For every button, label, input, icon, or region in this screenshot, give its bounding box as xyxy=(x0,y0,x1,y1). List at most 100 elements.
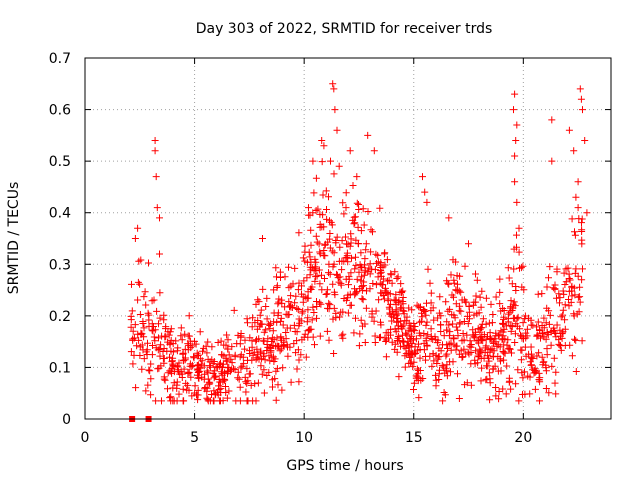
data-point xyxy=(234,374,242,382)
data-point xyxy=(568,283,576,291)
data-point xyxy=(415,340,422,348)
data-point xyxy=(444,345,451,352)
data-point xyxy=(555,290,563,298)
data-point xyxy=(388,279,396,287)
data-point xyxy=(534,290,542,298)
y-tick-label: 0.6 xyxy=(49,103,71,119)
data-point xyxy=(480,354,488,362)
data-point xyxy=(350,329,358,337)
data-point xyxy=(477,347,485,355)
data-point xyxy=(431,333,439,341)
data-point xyxy=(432,371,439,379)
data-point xyxy=(447,339,455,347)
data-point xyxy=(198,360,206,368)
data-point xyxy=(181,330,189,338)
data-point xyxy=(204,397,212,405)
data-point xyxy=(426,279,434,287)
data-point xyxy=(286,302,294,310)
data-point xyxy=(322,291,330,298)
data-point xyxy=(179,350,187,358)
data-point xyxy=(345,273,353,281)
data-point xyxy=(276,268,284,276)
data-point xyxy=(497,327,505,335)
data-point xyxy=(576,293,584,301)
data-point xyxy=(232,397,240,405)
data-point xyxy=(457,347,465,355)
data-point xyxy=(423,342,431,350)
data-point xyxy=(345,281,352,289)
data-point xyxy=(447,271,455,279)
data-point xyxy=(209,360,217,368)
data-point xyxy=(278,386,286,394)
y-tick-labels: 0 0.1 0.2 0.3 0.4 0.5 0.6 0.7 xyxy=(49,51,71,428)
data-point xyxy=(560,269,568,277)
data-point xyxy=(257,306,265,314)
data-point xyxy=(463,379,471,387)
data-point xyxy=(576,298,584,306)
data-point xyxy=(571,291,579,299)
data-point xyxy=(327,157,334,165)
data-point xyxy=(367,226,375,234)
x-tick-labels: 0 5 10 15 20 xyxy=(81,430,533,446)
data-point xyxy=(193,391,201,399)
data-point xyxy=(430,316,438,324)
data-point xyxy=(138,341,146,349)
data-point xyxy=(255,335,263,343)
y-tick-label: 0.4 xyxy=(49,206,71,222)
data-point xyxy=(510,298,518,306)
data-point xyxy=(314,205,322,213)
data-point xyxy=(265,320,273,328)
data-point xyxy=(246,350,254,357)
data-point xyxy=(489,353,497,361)
data-point xyxy=(185,312,193,320)
data-point xyxy=(253,325,261,333)
data-point xyxy=(134,224,142,232)
data-point xyxy=(224,345,232,353)
data-point xyxy=(316,250,324,258)
data-point xyxy=(153,204,161,212)
data-point xyxy=(507,297,515,305)
data-point xyxy=(307,325,315,333)
data-point xyxy=(366,285,374,293)
data-point xyxy=(134,278,142,286)
data-point xyxy=(295,279,303,287)
data-point xyxy=(583,209,591,217)
data-point xyxy=(180,365,188,373)
data-point xyxy=(281,303,289,311)
data-point xyxy=(413,365,421,373)
data-point xyxy=(236,340,244,348)
data-point xyxy=(148,326,156,334)
data-point xyxy=(223,394,231,402)
data-point xyxy=(362,304,370,312)
data-point xyxy=(204,369,212,377)
data-point xyxy=(374,251,382,259)
data-point xyxy=(335,162,343,170)
data-point xyxy=(376,279,384,287)
data-point xyxy=(316,280,324,288)
data-point xyxy=(349,182,357,189)
data-point xyxy=(131,235,139,242)
data-point xyxy=(493,342,501,350)
data-point xyxy=(499,385,507,393)
data-point xyxy=(429,304,437,312)
data-point xyxy=(574,272,582,280)
data-point xyxy=(173,381,181,389)
data-point xyxy=(253,345,261,353)
data-point xyxy=(500,313,508,321)
data-point xyxy=(260,389,268,397)
data-point xyxy=(161,333,169,341)
data-point xyxy=(261,356,269,364)
data-point xyxy=(375,296,383,304)
data-point xyxy=(180,357,187,365)
data-point xyxy=(313,303,321,310)
data-point xyxy=(422,321,430,329)
data-point xyxy=(457,288,465,296)
data-point xyxy=(128,307,136,315)
data-point xyxy=(574,178,582,186)
data-point xyxy=(422,334,430,342)
data-point xyxy=(190,353,197,361)
data-point xyxy=(458,337,466,345)
data-point xyxy=(273,273,280,281)
data-point xyxy=(204,338,212,346)
data-point xyxy=(283,324,291,332)
